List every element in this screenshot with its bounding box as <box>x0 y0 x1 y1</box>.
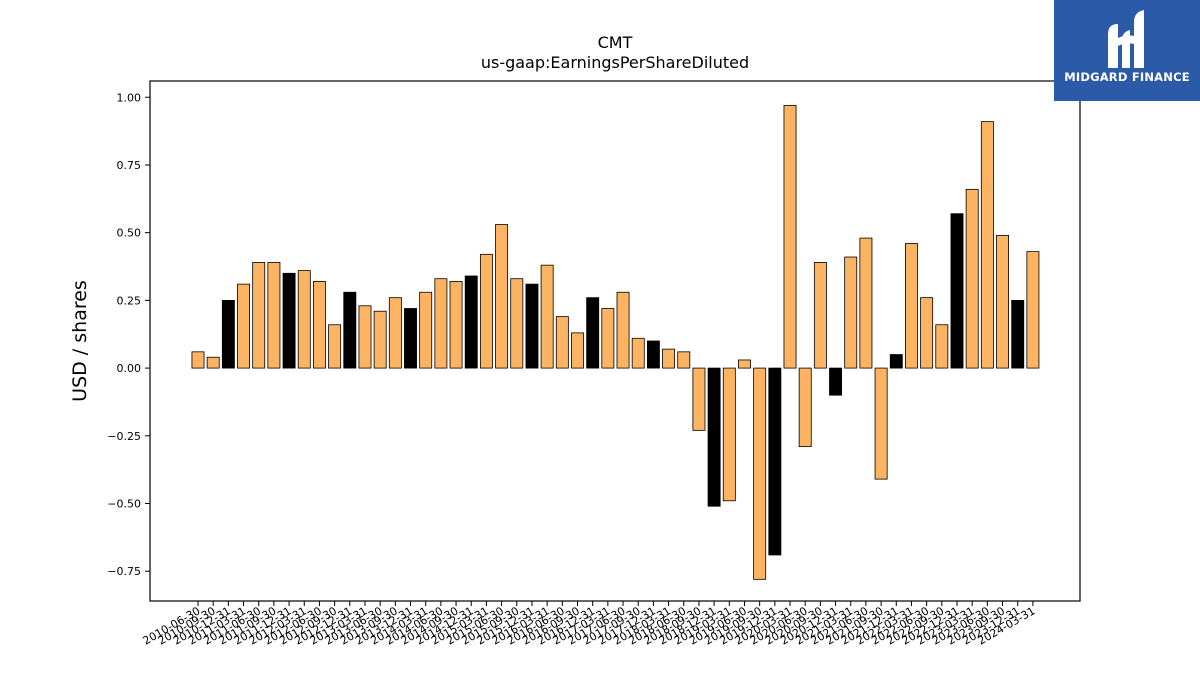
y-tick-label: 0.00 <box>117 362 142 375</box>
bar-2021-03-31 <box>844 256 858 369</box>
bar-2018-06-30 <box>677 351 691 369</box>
y-tick-label: 0.75 <box>117 159 142 172</box>
bar-2016-09-30 <box>571 332 584 369</box>
bar-2019-06-30 <box>738 359 751 369</box>
bar-2021-09-30 <box>874 367 888 480</box>
bar-2012-12-31 <box>343 291 357 369</box>
bar-2016-03-31 <box>540 264 554 369</box>
bar-2018-03-31 <box>662 348 676 369</box>
bar-2017-03-31 <box>601 308 615 369</box>
y-tick-label: −0.75 <box>107 565 141 578</box>
bar-2011-12-31 <box>282 272 296 369</box>
y-tick-label: 1.00 <box>117 91 142 104</box>
bar-2020-03-31 <box>783 104 797 369</box>
bar-2010-12-31 <box>221 299 235 369</box>
bar-2012-03-31 <box>297 270 311 369</box>
bar-2014-06-30 <box>434 278 448 369</box>
plot-frame <box>149 80 1081 602</box>
bar-2022-09-30 <box>935 324 949 369</box>
bar-2021-06-30 <box>859 237 873 369</box>
logo-mark-icon <box>1108 10 1144 68</box>
bar-2014-03-31 <box>419 291 433 369</box>
y-tick-label: 0.25 <box>117 294 142 307</box>
bar-2011-03-31 <box>237 283 250 369</box>
chart-subtitle: us-gaap:EarningsPerShareDiluted <box>481 53 749 72</box>
bar-2023-12-31 <box>1011 299 1025 369</box>
bar-2022-06-30 <box>920 297 934 369</box>
y-tick-label: 0.50 <box>117 227 142 240</box>
y-tick-label: −0.25 <box>107 430 141 443</box>
bar-2017-06-30 <box>616 291 630 369</box>
bar-2023-03-31 <box>965 188 979 369</box>
bar-2015-12-31 <box>525 283 539 369</box>
bar-2019-03-31 <box>722 367 736 502</box>
bars-group <box>191 104 1040 580</box>
bar-2013-06-30 <box>373 310 387 369</box>
bar-2020-12-31 <box>829 367 843 396</box>
bar-2018-09-30 <box>692 367 706 431</box>
bar-2011-09-30 <box>267 262 281 369</box>
bar-2017-09-30 <box>631 337 645 369</box>
bar-2018-12-31 <box>707 367 721 507</box>
bar-2015-03-31 <box>479 253 493 369</box>
bar-2011-06-30 <box>252 262 266 369</box>
bar-2015-09-30 <box>510 278 524 369</box>
logo-text: MIDGARD FINANCE <box>1064 70 1190 84</box>
bar-2017-12-31 <box>646 340 660 369</box>
bar-2023-09-30 <box>996 234 1009 369</box>
bar-2013-12-31 <box>404 308 417 369</box>
bar-2014-09-30 <box>449 281 463 369</box>
bar-2013-09-30 <box>388 297 402 369</box>
bar-2010-06-30 <box>191 351 205 369</box>
bar-2024-03-31 <box>1026 251 1040 369</box>
bar-2016-12-31 <box>586 297 600 369</box>
bar-2012-06-30 <box>312 281 326 369</box>
bar-2022-12-31 <box>950 213 964 369</box>
bar-2022-03-31 <box>905 243 918 369</box>
bar-2016-06-30 <box>555 316 569 369</box>
bar-2012-09-30 <box>328 324 342 369</box>
y-axis: −0.75 −0.50 −0.25 0.00 0.25 0.50 0.75 1.00 <box>107 91 150 578</box>
bar-2020-09-30 <box>813 262 827 369</box>
bar-2010-09-30 <box>206 356 220 369</box>
y-axis-label: USD / shares <box>69 280 91 402</box>
bar-2019-12-31 <box>768 367 782 556</box>
chart-title: CMT <box>598 33 633 52</box>
bar-2020-06-30 <box>798 367 812 448</box>
bar-2013-03-31 <box>358 305 372 369</box>
bar-2014-12-31 <box>464 275 478 369</box>
bar-2021-12-31 <box>889 354 903 369</box>
bar-2019-09-30 <box>753 367 767 580</box>
y-tick-label: −0.50 <box>107 498 141 511</box>
bar-2015-06-30 <box>495 224 509 369</box>
bar-2023-06-30 <box>980 121 994 369</box>
midgard-finance-logo: MIDGARD FINANCE <box>1054 0 1200 101</box>
x-axis: 2010-06-302010-09-302010-12-312011-03-31… <box>141 601 1037 648</box>
